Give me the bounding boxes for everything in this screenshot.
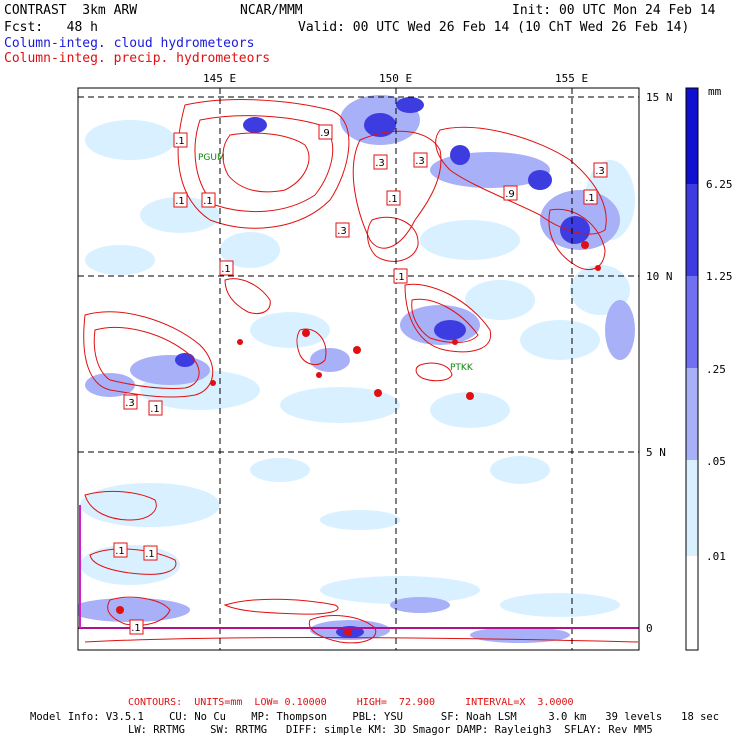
precip-contours [83,99,639,644]
colorbar-segment [686,460,698,556]
valid-time: Valid: 00 UTC Wed 26 Feb 14 (10 ChT Wed … [298,20,690,35]
contour-label-text: .9 [320,128,330,139]
contour-label-text: .1 [131,623,141,634]
colorbar-frame [685,87,699,651]
lat-label-10n: 10 N [646,270,673,283]
contour-label-text: .9 [505,189,515,200]
lon-label-145: 145 E [203,72,237,85]
contour-label: .1 [148,400,163,416]
contour-label-text: .3 [595,166,605,177]
colorbar-level: .25 [706,363,726,376]
contour-label: .1 [386,190,401,206]
contour-label-text: .3 [125,398,135,409]
contour-label: .1 [143,545,158,561]
contour-label-boxes: .1 .9 .1 .3 .1 .1 .3 .1 .9 .1 .3 .3 .1 .1 .1 .1 .1 .3 [113,124,608,635]
contour-label-text: .1 [203,196,213,207]
lon-label-150: 150 E [379,72,413,85]
station-label-ptkk: PTKK [450,363,474,373]
contour-label-text: .1 [175,136,185,147]
contour-label: .3 [593,162,608,178]
cloud-field-heavy [175,97,590,638]
contour-label-text: .1 [175,196,185,207]
colorbar [685,87,699,651]
contour-label: .1 [173,192,188,208]
contour-label: .3 [123,394,138,410]
colorbar-segment [686,184,698,276]
colorbar-segment [686,368,698,460]
field-title-precip: Column-integ. precip. hydrometeors [4,51,271,66]
precip-cores [116,241,601,636]
contour-info: CONTOURS: UNITS=mm LOW= 0.10000 HIGH= 72… [128,697,574,708]
contour-label-text: .1 [395,272,405,283]
contour-label-text: .1 [115,546,125,557]
init-time: Init: 00 UTC Mon 24 Feb 14 [512,3,716,18]
field-title-cloud: Column-integ. cloud hydrometeors [4,36,255,51]
center-label: NCAR/MMM [240,3,303,18]
model-title: CONTRAST 3km ARW [4,3,138,18]
contour-label: .1 [113,542,128,558]
contour-label: .1 [219,260,234,276]
contour-label-text: .3 [415,156,425,167]
colorbar-segment [686,88,698,184]
model-info-line-1: Model Info: V3.5.1 CU: No Cu MP: Thompso… [30,711,720,723]
contour-label-text: .1 [388,194,398,205]
contour-label: .3 [413,152,428,168]
colorbar-level: 6.25 [706,178,733,191]
colorbar-level: .01 [706,550,726,563]
colorbar-level: 1.25 [706,270,733,283]
contour-label: .9 [318,124,333,140]
contour-label-text: .1 [585,193,595,204]
lat-label-15n: 15 N [646,91,673,104]
colorbar-segment [686,556,698,650]
contour-label: .1 [173,132,188,148]
map-frame [77,87,640,651]
model-info-line-2: LW: RRTMG SW: RRTMG DIFF: simple KM: 3D … [128,724,653,736]
contour-label: .1 [583,189,598,205]
colorbar-unit: mm [708,85,722,98]
lat-lon-grid [78,88,639,650]
lat-label-0: 0 [646,622,653,635]
contour-label-text: .3 [337,226,347,237]
colorbar-level: .05 [706,455,726,468]
forecast-hour: Fcst: 48 h [4,20,98,35]
contour-label-text: .3 [375,158,385,169]
contour-label-text: .1 [145,549,155,560]
lat-label-5n: 5 N [646,446,666,459]
contour-label: .1 [201,192,216,208]
contour-label: .3 [335,222,350,238]
contour-label: .9 [503,185,518,201]
contour-label-text: .1 [150,404,160,415]
colorbar-segment [686,276,698,368]
cloud-field-light [80,120,635,617]
contour-label-text: .1 [221,264,231,275]
station-label-pgum: PGUM [198,153,225,163]
contour-label: .1 [129,619,144,635]
contour-label: .1 [393,268,408,284]
lon-label-155: 155 E [555,72,589,85]
contour-label: .3 [373,154,388,170]
